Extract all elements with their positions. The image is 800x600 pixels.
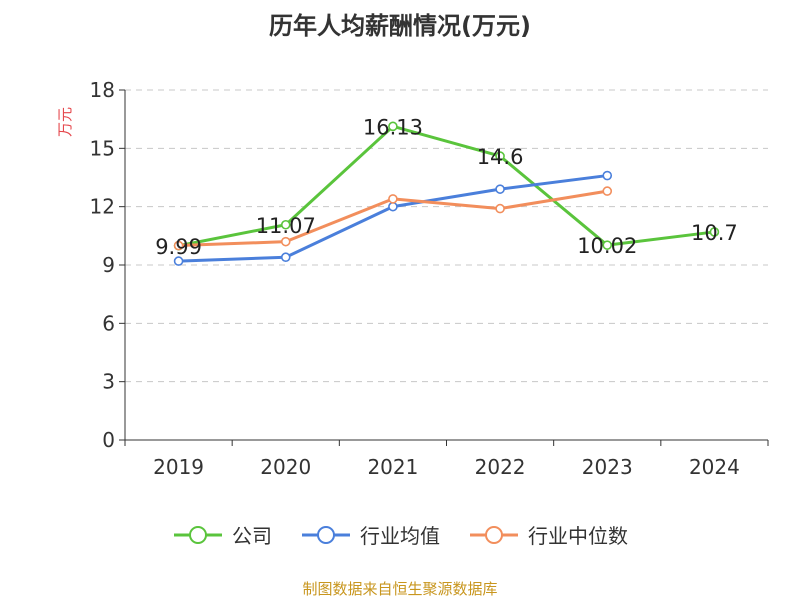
y-tick-label: 18 (90, 78, 115, 102)
x-tick-label: 2021 (367, 455, 418, 479)
data-point (495, 184, 505, 194)
data-label: 10.7 (691, 221, 738, 245)
data-point (280, 236, 291, 247)
data-label: 10.02 (577, 234, 637, 258)
data-point (709, 227, 720, 237)
data-point (388, 121, 398, 132)
legend-item[interactable]: 行业中位数 (468, 520, 628, 549)
y-tick-label: 9 (102, 253, 115, 277)
legend-label: 公司 (232, 524, 272, 548)
legend-swatch-icon (470, 525, 518, 544)
y-tick-label: 0 (102, 428, 115, 452)
legend-item[interactable]: 公司 (172, 520, 272, 549)
legend-swatch-icon (302, 525, 350, 544)
data-label: 14.6 (477, 145, 524, 169)
data-point (602, 240, 613, 250)
data-point (280, 219, 291, 230)
y-tick-label: 15 (90, 136, 115, 160)
legend-item[interactable]: 行业均值 (300, 520, 440, 549)
legend-label: 行业均值 (360, 524, 440, 548)
legend: 公司 行业均值 行业中位数 (0, 520, 800, 549)
chart-title: 历年人均薪酬情况(万元) (269, 12, 531, 40)
y-tick-label: 6 (102, 311, 115, 335)
data-point (173, 240, 184, 251)
x-tick-label: 2020 (260, 455, 311, 479)
data-label: 9.99 (155, 235, 202, 259)
x-tick-label: 2022 (475, 455, 526, 479)
data-label: 16.13 (363, 115, 423, 139)
legend-label: 行业中位数 (528, 524, 628, 548)
data-point (388, 194, 398, 204)
source-note: 制图数据来自恒生聚源数据库 (302, 580, 498, 598)
legend-swatch-icon (174, 525, 222, 544)
data-point (280, 252, 291, 263)
data-point (602, 170, 613, 181)
y-tick-label: 12 (90, 195, 115, 219)
x-tick-label: 2023 (582, 455, 633, 479)
data-point (173, 256, 184, 266)
x-tick-label: 2024 (689, 455, 740, 479)
y-tick-label: 3 (102, 370, 115, 394)
data-label: 11.07 (256, 214, 316, 238)
data-point (495, 151, 505, 161)
data-point (495, 203, 505, 214)
y-axis-title: 万元 (56, 107, 74, 137)
data-point (602, 186, 613, 196)
data-point (388, 201, 398, 212)
x-tick-label: 2019 (153, 455, 204, 479)
series-line (177, 124, 716, 248)
series-line (177, 174, 609, 263)
